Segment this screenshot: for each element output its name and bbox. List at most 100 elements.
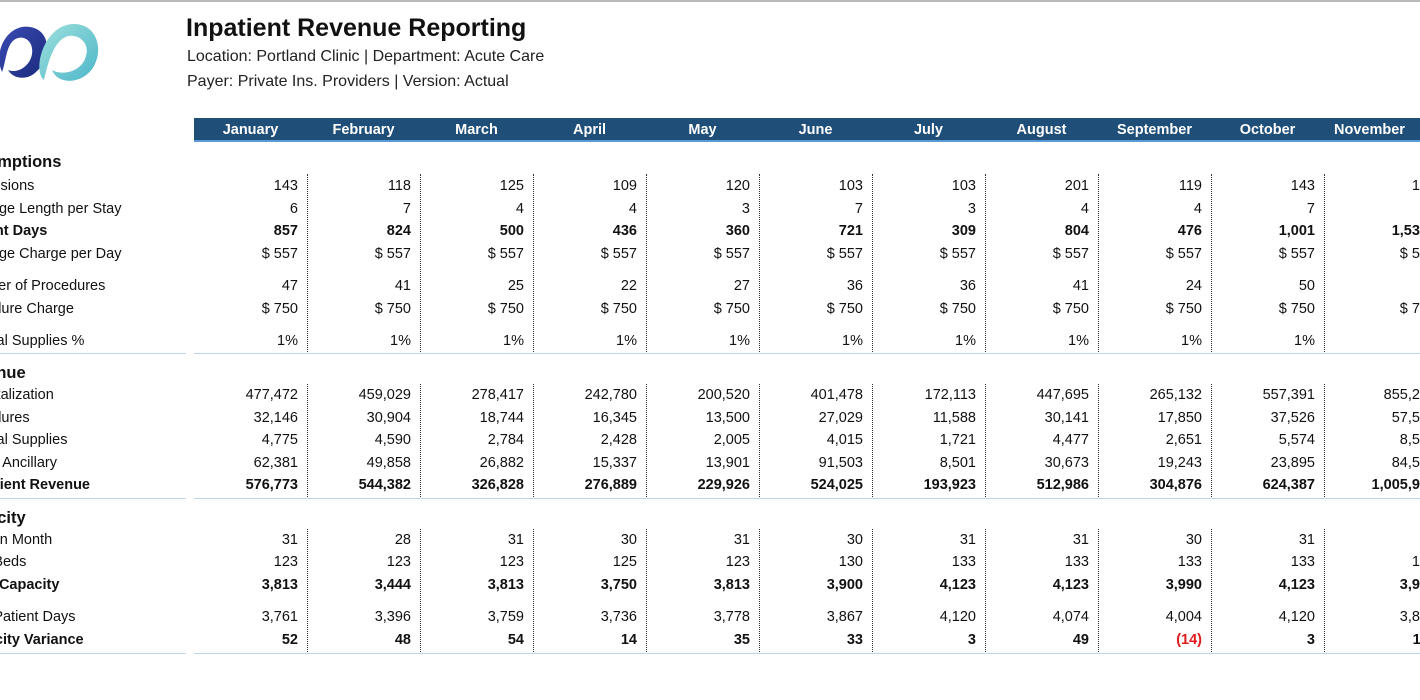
data-cell: 2,428 bbox=[600, 432, 637, 448]
data-cell: (14) bbox=[1176, 632, 1202, 648]
data-cell: 109 bbox=[612, 178, 637, 194]
data-cell: 544,382 bbox=[358, 477, 411, 493]
data-cell: 31 bbox=[1298, 532, 1315, 548]
data-cell: 857 bbox=[273, 223, 298, 239]
data-cell: $ 557 bbox=[939, 246, 976, 262]
row-label: dical Supplies % bbox=[0, 333, 85, 349]
column-divider bbox=[1098, 174, 1099, 352]
data-cell: $ 557 bbox=[826, 246, 863, 262]
data-cell: 57,58 bbox=[1391, 410, 1420, 426]
data-cell: 201 bbox=[1064, 178, 1089, 194]
data-cell: 13 bbox=[1411, 554, 1420, 570]
column-divider bbox=[985, 529, 986, 652]
data-cell: 123 bbox=[499, 554, 524, 570]
data-cell: 103 bbox=[838, 178, 863, 194]
data-cell: 500 bbox=[499, 223, 524, 239]
separator bbox=[194, 653, 1420, 654]
row-label: pacity Variance bbox=[0, 632, 84, 648]
data-cell: 36 bbox=[846, 278, 863, 294]
data-cell: 125 bbox=[499, 178, 524, 194]
data-cell: 30,904 bbox=[366, 410, 411, 426]
data-cell: 48 bbox=[394, 632, 411, 648]
data-cell: 8,501 bbox=[939, 455, 976, 471]
data-cell: 1 bbox=[1324, 333, 1420, 349]
data-cell: $ 557 bbox=[713, 246, 750, 262]
data-cell: $ 55 bbox=[1399, 246, 1420, 262]
data-cell: 200,520 bbox=[697, 387, 750, 403]
row-label: erage Charge per Day bbox=[0, 246, 122, 262]
row-label: al Patient Days bbox=[0, 609, 76, 625]
data-cell: 3,750 bbox=[600, 577, 637, 593]
data-cell: 401,478 bbox=[810, 387, 863, 403]
data-cell: 133 bbox=[1177, 554, 1202, 570]
section-assumptions: sumptions bbox=[0, 153, 62, 171]
data-cell: 35 bbox=[733, 632, 750, 648]
data-cell: $ 750 bbox=[713, 301, 750, 317]
data-cell: 120 bbox=[725, 178, 750, 194]
data-cell: 17,850 bbox=[1157, 410, 1202, 426]
column-divider bbox=[872, 529, 873, 652]
data-cell: 1,001 bbox=[1278, 223, 1315, 239]
data-cell: 1% bbox=[616, 333, 637, 349]
data-cell: 1% bbox=[503, 333, 524, 349]
data-cell: 28 bbox=[394, 532, 411, 548]
data-cell: 172,113 bbox=[924, 387, 976, 403]
data-cell: 15,337 bbox=[592, 455, 637, 471]
data-cell: 62,381 bbox=[253, 455, 298, 471]
month-header: October bbox=[1239, 122, 1296, 138]
data-cell: $ 75 bbox=[1399, 301, 1420, 317]
data-cell: 3,778 bbox=[713, 609, 750, 625]
column-divider bbox=[759, 384, 760, 497]
data-cell: 31 bbox=[959, 532, 976, 548]
data-cell: 37,526 bbox=[1270, 410, 1315, 426]
data-cell: 33 bbox=[846, 632, 863, 648]
row-label: erage Length per Stay bbox=[0, 201, 122, 217]
data-cell: 459,029 bbox=[358, 387, 411, 403]
data-cell: $ 750 bbox=[1278, 301, 1315, 317]
data-cell: 125 bbox=[612, 554, 637, 570]
data-cell: 1,005,98 bbox=[1371, 477, 1420, 493]
data-cell: 11,588 bbox=[932, 410, 976, 426]
data-cell: 123 bbox=[386, 554, 411, 570]
data-cell: 477,472 bbox=[245, 387, 298, 403]
data-cell: 5,574 bbox=[1278, 432, 1315, 448]
data-cell: $ 557 bbox=[1052, 246, 1089, 262]
column-divider bbox=[420, 529, 421, 652]
data-cell: 3 bbox=[967, 201, 976, 217]
column-divider bbox=[759, 174, 760, 352]
data-cell: 524,025 bbox=[810, 477, 863, 493]
data-cell: 1% bbox=[1181, 333, 1202, 349]
data-cell: 276,889 bbox=[584, 477, 637, 493]
data-cell: 360 bbox=[725, 223, 750, 239]
data-cell: 193,923 bbox=[923, 477, 976, 493]
data-cell: 30 bbox=[1185, 532, 1202, 548]
data-cell: $ 750 bbox=[1052, 301, 1089, 317]
month-header: September bbox=[1117, 122, 1192, 138]
data-cell: 3,990 bbox=[1165, 577, 1202, 593]
column-divider bbox=[1211, 174, 1212, 352]
data-cell: 3,444 bbox=[374, 577, 411, 593]
data-cell: 41 bbox=[394, 278, 411, 294]
data-cell: $ 750 bbox=[374, 301, 411, 317]
data-cell: 30,141 bbox=[1044, 410, 1089, 426]
data-cell: 576,773 bbox=[245, 477, 298, 493]
data-cell: $ 750 bbox=[1165, 301, 1202, 317]
data-cell: 624,387 bbox=[1262, 477, 1315, 493]
data-cell: 118 bbox=[387, 178, 411, 194]
data-cell: 1% bbox=[1068, 333, 1089, 349]
data-cell: 3 bbox=[1306, 632, 1315, 648]
data-cell: 4 bbox=[628, 201, 637, 217]
column-divider bbox=[1211, 529, 1212, 652]
data-cell: 4,123 bbox=[1052, 577, 1089, 593]
data-cell: 1,721 bbox=[939, 432, 976, 448]
data-cell: 32,146 bbox=[253, 410, 298, 426]
data-cell: 3,813 bbox=[487, 577, 524, 593]
data-cell: $ 557 bbox=[487, 246, 524, 262]
data-cell: 3,736 bbox=[600, 609, 637, 625]
data-cell: 23,895 bbox=[1270, 455, 1315, 471]
data-cell: 26,882 bbox=[479, 455, 524, 471]
data-cell: 3,900 bbox=[826, 577, 863, 593]
month-header: April bbox=[572, 122, 607, 138]
data-cell: 3 bbox=[1324, 532, 1420, 548]
data-cell: 4 bbox=[1080, 201, 1089, 217]
